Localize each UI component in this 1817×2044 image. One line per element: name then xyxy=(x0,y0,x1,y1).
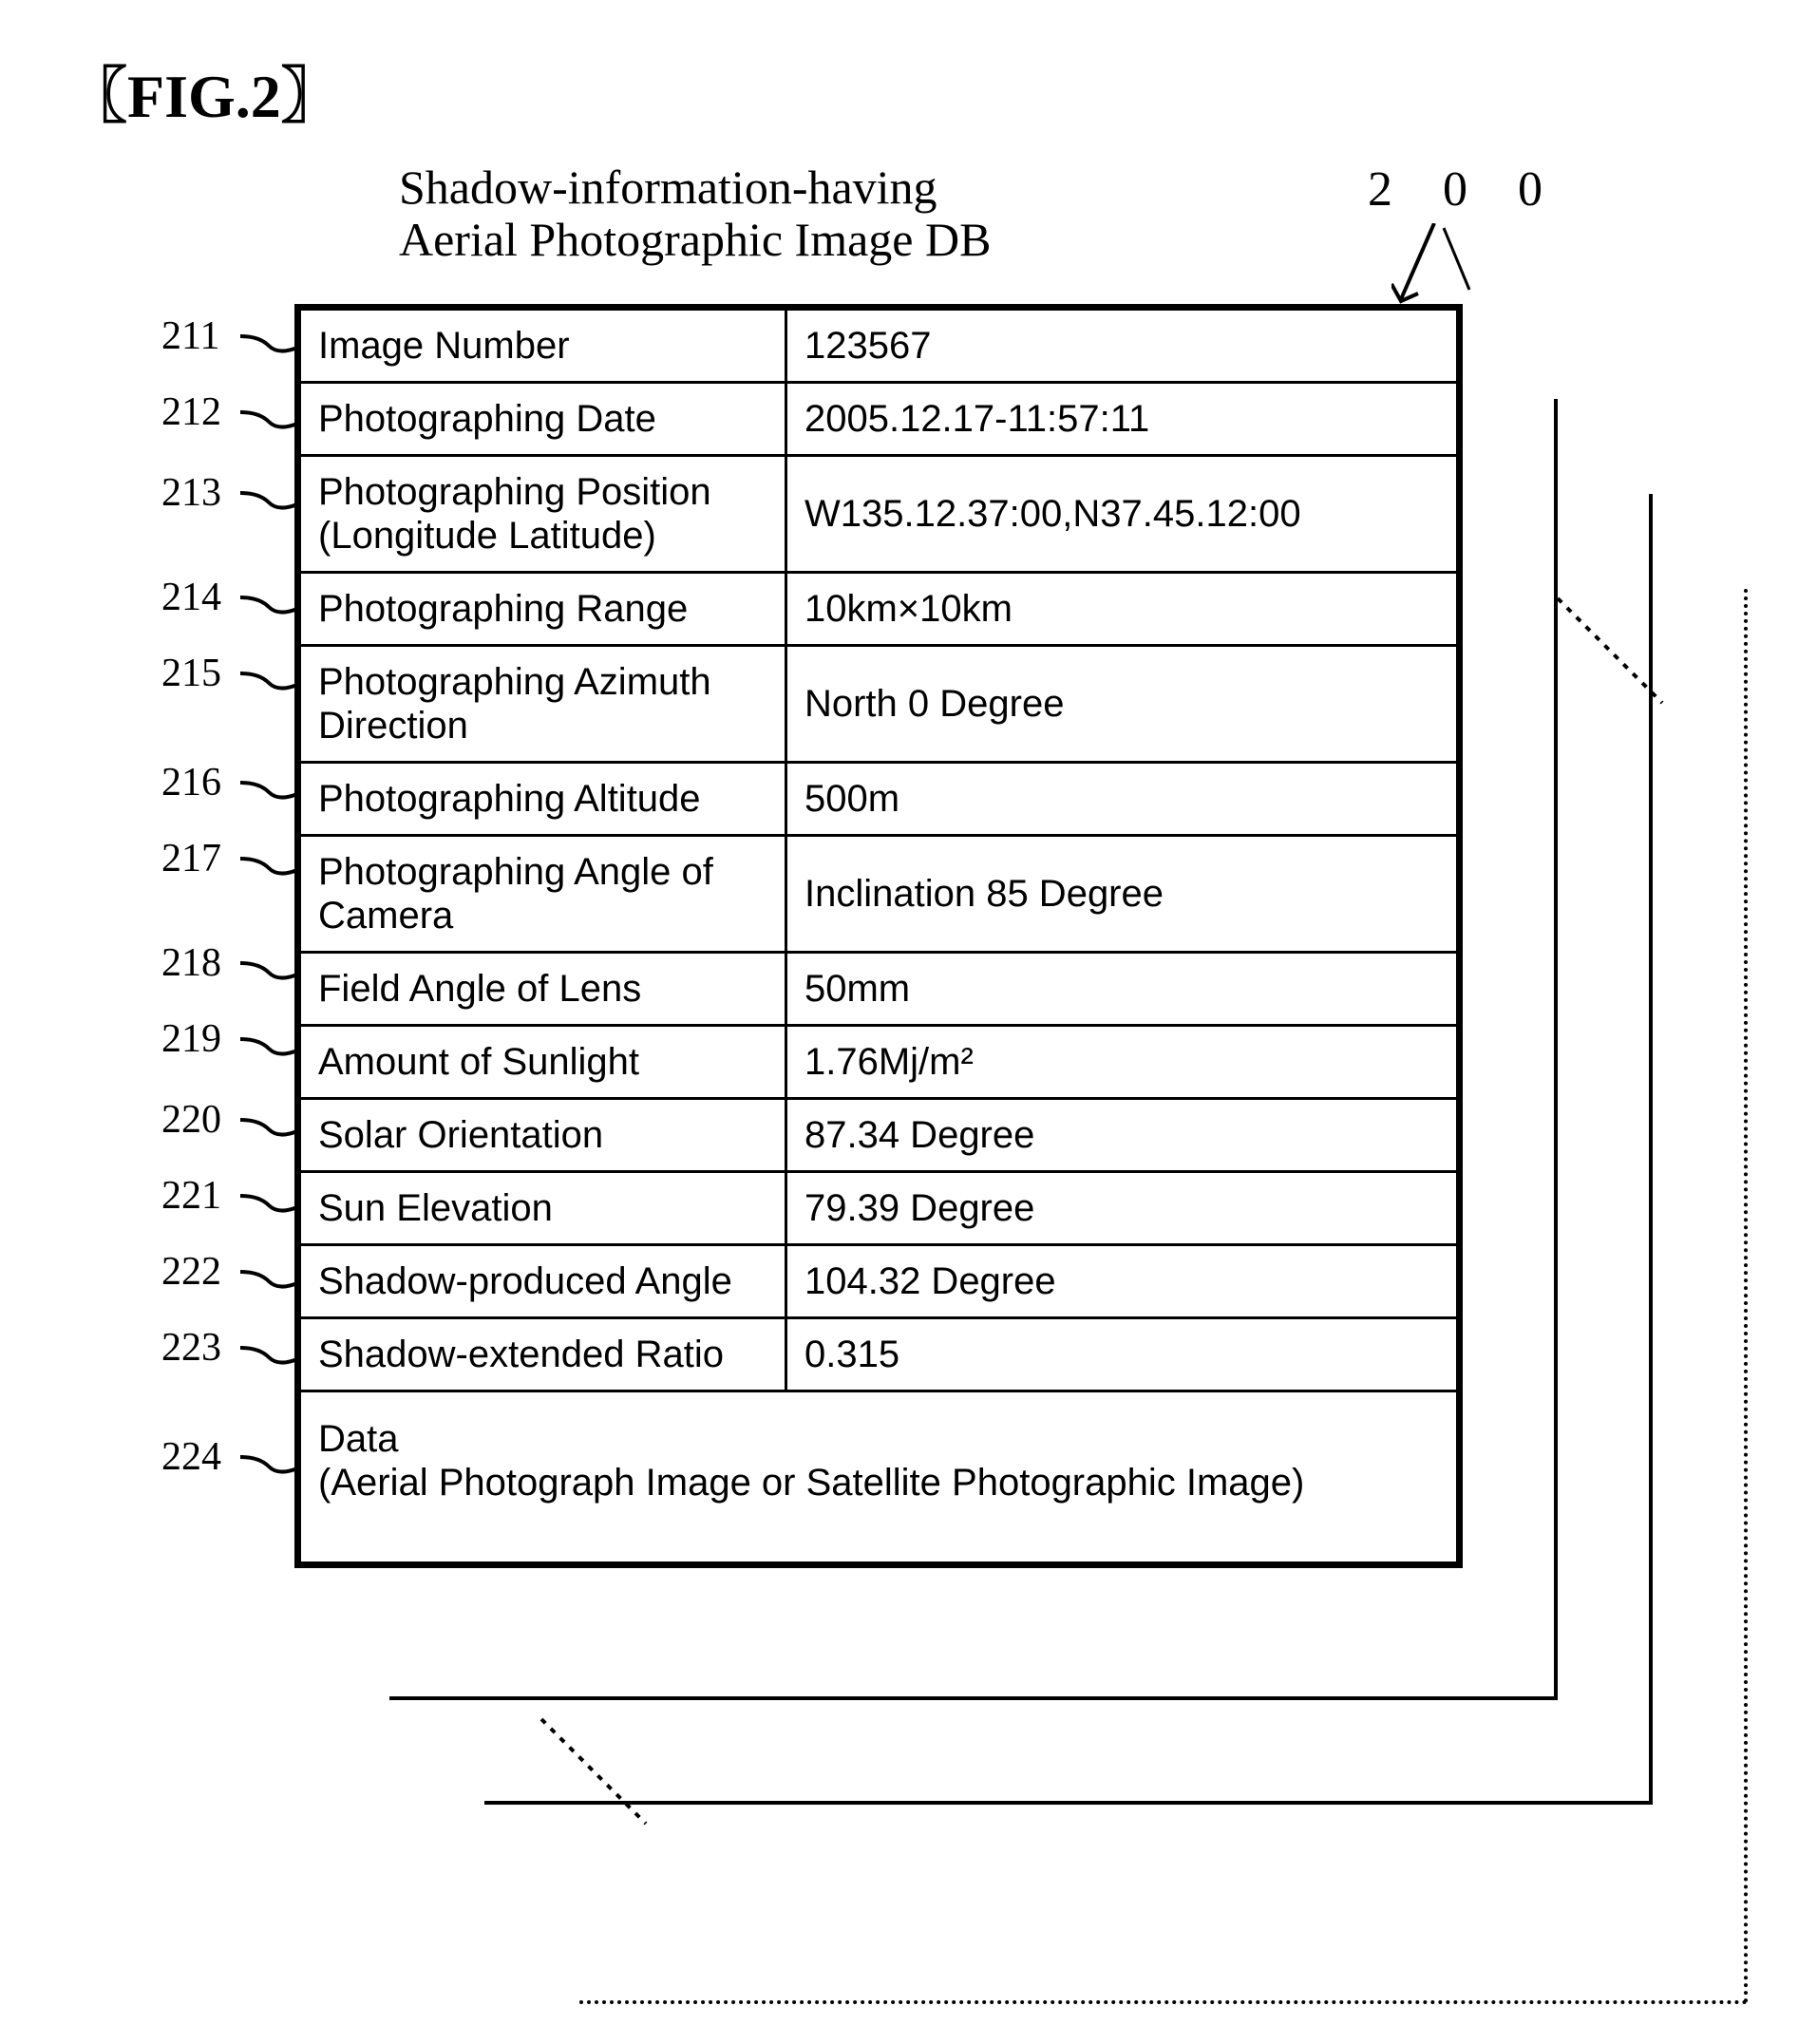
row-ref-number: 222 xyxy=(161,1250,221,1294)
field-label: Photographing Altitude xyxy=(300,763,786,836)
figure-title: Shadow-information-having Aerial Photogr… xyxy=(399,161,991,266)
row-ref-number: 214 xyxy=(161,576,221,619)
field-label: Sun Elevation xyxy=(300,1172,786,1245)
row-ref-number: 216 xyxy=(161,761,221,804)
field-value: 1.76Mj/m² xyxy=(785,1026,1457,1099)
table-row: Photographing Range10km×10km xyxy=(300,573,1458,646)
row-ref-number: 215 xyxy=(161,652,221,695)
field-value: Inclination 85 Degree xyxy=(785,836,1457,953)
data-field: Data(Aerial Photograph Image or Satellit… xyxy=(300,1391,1458,1563)
field-label: Photographing Date xyxy=(300,383,786,456)
row-ref-annotation: 213 xyxy=(161,470,221,516)
field-label: Solar Orientation xyxy=(300,1099,786,1172)
field-label: Photographing Range xyxy=(300,573,786,646)
table-row: Sun Elevation79.39 Degree xyxy=(300,1172,1458,1245)
field-label: Photographing Position (Longitude Latitu… xyxy=(300,456,786,573)
table-row: Data(Aerial Photograph Image or Satellit… xyxy=(300,1391,1458,1563)
table-row: Amount of Sunlight1.76Mj/m² xyxy=(300,1026,1458,1099)
row-ref-number: 217 xyxy=(161,837,221,880)
row-ref-number: 224 xyxy=(161,1435,221,1479)
figure-page: 〖FIG.2〗 Shadow-information-having Aerial… xyxy=(38,38,1817,2006)
row-ref-number: 212 xyxy=(161,390,221,434)
field-value: North 0 Degree xyxy=(785,646,1457,763)
data-line-2: (Aerial Photograph Image or Satellite Ph… xyxy=(318,1462,1304,1504)
table-row: Image Number123567 xyxy=(300,310,1458,383)
field-value: 0.315 xyxy=(785,1318,1457,1391)
field-label: Field Angle of Lens xyxy=(300,953,786,1026)
row-ref-annotation: 215 xyxy=(161,651,221,696)
row-ref-annotation: 220 xyxy=(161,1097,221,1143)
field-value: 500m xyxy=(785,763,1457,836)
table-row: Solar Orientation87.34 Degree xyxy=(300,1099,1458,1172)
field-value: 2005.12.17-11:57:11 xyxy=(785,383,1457,456)
field-label: Photographing Azimuth Direction xyxy=(300,646,786,763)
table-row: Photographing Angle of CameraInclination… xyxy=(300,836,1458,953)
figure-label: 〖FIG.2〗 xyxy=(66,47,342,135)
stack-card-front: Image Number123567Photographing Date2005… xyxy=(294,304,1463,1568)
field-value: 104.32 Degree xyxy=(785,1245,1457,1318)
row-ref-number: 221 xyxy=(161,1174,221,1218)
title-line-1: Shadow-information-having xyxy=(399,161,937,214)
row-ref-number: 223 xyxy=(161,1326,221,1370)
table-row: Field Angle of Lens50mm xyxy=(300,953,1458,1026)
dotted-connector-icon xyxy=(1548,589,1700,746)
row-ref-number: 220 xyxy=(161,1098,221,1142)
field-label: Amount of Sunlight xyxy=(300,1026,786,1099)
field-value: 87.34 Degree xyxy=(785,1099,1457,1172)
field-value: W135.12.37:00,N37.45.12:00 xyxy=(785,456,1457,573)
table-row: Photographing Altitude500m xyxy=(300,763,1458,836)
db-record-table: Image Number123567Photographing Date2005… xyxy=(298,308,1459,1564)
row-ref-annotation: 217 xyxy=(161,836,221,881)
field-label: Shadow-extended Ratio xyxy=(300,1318,786,1391)
row-ref-annotation: 218 xyxy=(161,940,221,986)
field-label: Shadow-produced Angle xyxy=(300,1245,786,1318)
row-ref-number: 219 xyxy=(161,1017,221,1061)
row-ref-annotation: 224 xyxy=(161,1434,221,1480)
row-ref-annotation: 212 xyxy=(161,389,221,435)
row-ref-annotation: 221 xyxy=(161,1173,221,1219)
row-ref-annotation: 222 xyxy=(161,1249,221,1295)
field-value: 10km×10km xyxy=(785,573,1457,646)
row-ref-number: 211 xyxy=(161,314,219,358)
table-row: Shadow-produced Angle104.32 Degree xyxy=(300,1245,1458,1318)
field-label: Image Number xyxy=(300,310,786,383)
data-line-1: Data xyxy=(318,1418,399,1460)
table-row: Shadow-extended Ratio0.315 xyxy=(300,1318,1458,1391)
table-row: Photographing Azimuth DirectionNorth 0 D… xyxy=(300,646,1458,763)
row-ref-annotation: 223 xyxy=(161,1325,221,1371)
row-ref-annotation: 214 xyxy=(161,575,221,620)
field-value: 79.39 Degree xyxy=(785,1172,1457,1245)
field-value: 123567 xyxy=(785,310,1457,383)
row-ref-number: 218 xyxy=(161,941,221,985)
table-row: Photographing Position (Longitude Latitu… xyxy=(300,456,1458,573)
row-ref-number: 213 xyxy=(161,471,221,515)
db-ref-number: 2 0 0 xyxy=(1368,161,1561,218)
row-ref-annotation: 219 xyxy=(161,1016,221,1062)
field-value: 50mm xyxy=(785,953,1457,1026)
row-ref-annotation: 216 xyxy=(161,760,221,805)
title-line-2: Aerial Photographic Image DB xyxy=(399,213,991,266)
row-ref-annotation: 211 xyxy=(161,313,219,359)
field-label: Photographing Angle of Camera xyxy=(300,836,786,953)
dotted-connector-icon xyxy=(532,1710,684,1866)
table-row: Photographing Date2005.12.17-11:57:11 xyxy=(300,383,1458,456)
